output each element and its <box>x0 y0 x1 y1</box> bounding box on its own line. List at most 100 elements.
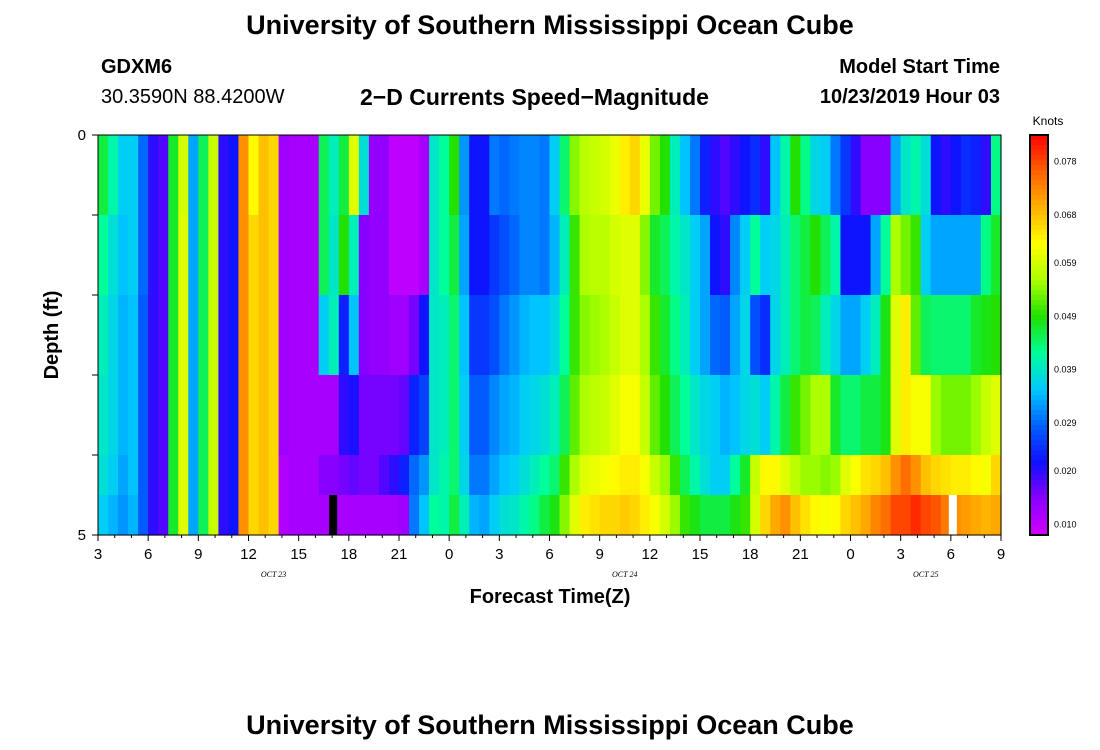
heat-cell <box>579 135 591 216</box>
heat-cell <box>539 295 551 376</box>
heat-cell <box>378 455 390 496</box>
heat-cell <box>950 455 962 496</box>
heat-cell <box>619 215 631 296</box>
heat-cell <box>388 495 400 536</box>
heat-cell <box>700 135 711 216</box>
heat-cell <box>850 495 862 536</box>
x-tick-label: 9 <box>194 546 202 563</box>
heat-cell <box>910 495 922 536</box>
heat-cell <box>710 295 721 376</box>
heat-cell <box>649 295 661 376</box>
heat-cell <box>449 495 460 536</box>
colorbar-segment <box>1030 500 1048 506</box>
heat-cell <box>970 295 982 376</box>
heat-cell <box>439 495 450 536</box>
heat-cell <box>228 215 240 296</box>
heat-cell <box>118 295 129 376</box>
heat-cell <box>559 295 571 376</box>
heat-cell <box>338 495 350 536</box>
heat-cell <box>489 135 500 216</box>
heat-cell <box>689 215 701 296</box>
heat-cell <box>178 375 189 456</box>
heat-cell <box>589 375 601 456</box>
heat-cell <box>740 495 751 536</box>
x-tick-label: 18 <box>742 546 759 563</box>
colorbar-segment <box>1030 505 1048 511</box>
heat-cell <box>589 455 601 496</box>
heat-cell <box>138 375 149 456</box>
colorbar-segment <box>1030 140 1048 146</box>
heat-cell <box>539 375 551 456</box>
x-tick-label: 3 <box>896 546 904 563</box>
heat-cell <box>409 215 420 296</box>
colorbar-segment <box>1030 390 1048 396</box>
heat-cell <box>288 375 300 456</box>
heat-cell <box>820 375 832 456</box>
heat-cell <box>429 495 440 536</box>
heat-cell <box>800 135 811 216</box>
heat-cell <box>409 375 420 456</box>
heat-cell <box>338 215 350 296</box>
heat-cell <box>198 295 209 376</box>
heat-cell <box>900 375 912 456</box>
heat-cell <box>439 295 450 376</box>
heat-cell <box>790 295 801 376</box>
heat-cell <box>830 375 842 456</box>
heat-cell <box>659 135 671 216</box>
heat-cell <box>770 495 781 536</box>
heat-cell <box>770 215 781 296</box>
heat-cell <box>328 295 340 376</box>
heat-cell <box>850 135 862 216</box>
heat-cell <box>178 495 189 536</box>
heat-cell <box>800 495 811 536</box>
heat-cell <box>549 375 561 456</box>
heat-cell <box>890 455 902 496</box>
heat-cell <box>689 295 701 376</box>
heat-cell <box>278 495 290 536</box>
heat-cell <box>529 215 541 296</box>
heat-cell <box>800 455 811 496</box>
heat-cell <box>720 495 731 536</box>
colorbar-segment <box>1030 420 1048 426</box>
heat-cell <box>308 215 320 296</box>
heat-cell <box>118 495 129 536</box>
heat-cell <box>910 215 922 296</box>
colorbar-segment <box>1030 290 1048 296</box>
heat-cell <box>268 135 280 216</box>
heat-cell <box>168 495 179 536</box>
heat-cell <box>910 135 922 216</box>
x-tick-label: 9 <box>595 546 603 563</box>
colorbar-segment <box>1030 325 1048 331</box>
heat-cell <box>990 135 1002 216</box>
colorbar-segment <box>1030 200 1048 206</box>
heat-cell <box>288 295 300 376</box>
heat-cell <box>850 295 862 376</box>
heat-cell <box>388 135 400 216</box>
colorbar-tick-label: 0.020 <box>1054 466 1077 476</box>
x-date-label: OCT 25 <box>913 570 938 579</box>
heat-cell <box>298 215 310 296</box>
x-tick-label: 3 <box>495 546 503 563</box>
heat-cell <box>449 295 460 376</box>
heat-cell <box>399 495 410 536</box>
colorbar-segment <box>1030 510 1048 516</box>
colorbar-segment <box>1030 210 1048 216</box>
heat-cell <box>980 375 992 456</box>
heat-cell <box>188 135 199 216</box>
heat-cell <box>830 135 842 216</box>
x-tick-label: 3 <box>94 546 102 563</box>
heat-cell <box>609 215 621 296</box>
colorbar-segment <box>1030 350 1048 356</box>
heat-cell <box>298 375 310 456</box>
heat-cell <box>519 215 531 296</box>
heat-cell <box>449 455 460 496</box>
heat-cell <box>419 215 430 296</box>
heat-cell <box>98 375 109 456</box>
heat-cell <box>479 495 490 536</box>
heat-cell <box>479 455 490 496</box>
heat-cell <box>489 375 500 456</box>
heat-cell <box>980 455 992 496</box>
heat-cell <box>669 135 681 216</box>
colorbar-segment <box>1030 240 1048 246</box>
heat-cell <box>659 215 671 296</box>
